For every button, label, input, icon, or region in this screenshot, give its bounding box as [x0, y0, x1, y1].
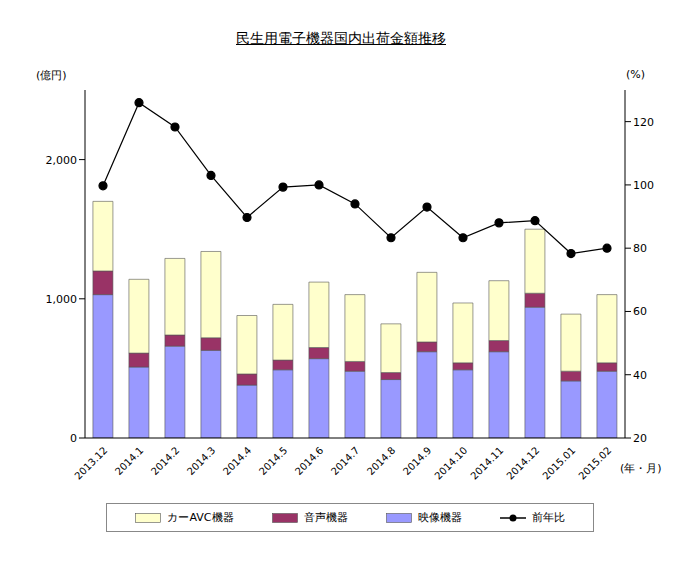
svg-text:2014.5: 2014.5 [257, 445, 290, 478]
svg-text:2,000: 2,000 [46, 154, 78, 167]
svg-text:2014.3: 2014.3 [185, 445, 218, 478]
svg-text:2014.8: 2014.8 [365, 445, 398, 478]
svg-text:0: 0 [70, 432, 77, 445]
html-text:(億円): (億円) [36, 69, 67, 82]
svg-text:2014.4: 2014.4 [221, 445, 254, 478]
html-text:前年比: 前年比 [531, 511, 565, 524]
svg-text:80: 80 [633, 242, 647, 255]
html-text:音声機器: 音声機器 [303, 511, 348, 524]
svg-text:2014.1: 2014.1 [113, 445, 146, 478]
svg-text:2014.6: 2014.6 [293, 445, 326, 478]
html-text:カーAVC機器: カーAVC機器 [167, 511, 234, 524]
svg-text:120: 120 [633, 116, 654, 129]
svg-text:20: 20 [633, 432, 647, 445]
svg-text:1,000: 1,000 [46, 293, 78, 306]
svg-text:60: 60 [633, 305, 647, 318]
svg-text:2015.02: 2015.02 [576, 445, 613, 482]
html-text:民生用電子機器国内出荷金額推移: 民生用電子機器国内出荷金額推移 [236, 30, 446, 46]
svg-text:2014.11: 2014.11 [468, 445, 505, 482]
html-text:(年・月): (年・月) [620, 462, 662, 475]
html-text:映像機器: 映像機器 [417, 511, 462, 524]
svg-text:2013.12: 2013.12 [72, 445, 109, 482]
svg-text:2014.9: 2014.9 [401, 445, 434, 478]
svg-text:2014.10: 2014.10 [432, 445, 469, 482]
svg-text:100: 100 [633, 179, 654, 192]
svg-text:2014.7: 2014.7 [329, 445, 362, 478]
svg-text:2014.2: 2014.2 [149, 445, 182, 478]
svg-text:2014.12: 2014.12 [504, 445, 541, 482]
svg-text:2015.01: 2015.01 [540, 445, 577, 482]
svg-text:40: 40 [633, 369, 647, 382]
